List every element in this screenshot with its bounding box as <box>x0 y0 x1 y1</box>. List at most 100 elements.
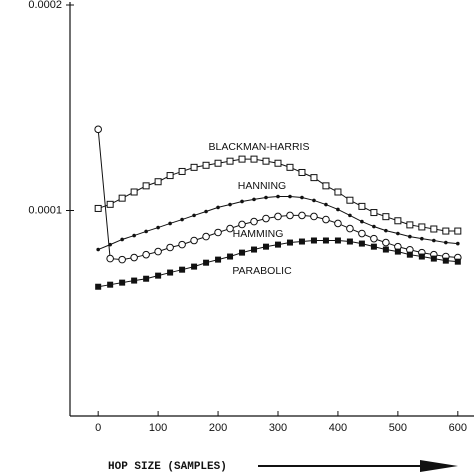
x-tick-label: 100 <box>149 422 167 434</box>
x-tick-label: 400 <box>329 422 347 434</box>
marker <box>432 238 436 243</box>
marker <box>131 277 138 284</box>
marker <box>370 243 377 250</box>
marker <box>190 163 198 171</box>
marker <box>312 198 316 203</box>
series-label: HAMMING <box>233 228 284 240</box>
marker <box>168 221 172 226</box>
marker <box>191 263 198 270</box>
x-axis-label: HOP SIZE (SAMPLES) <box>108 461 227 473</box>
marker <box>263 243 270 250</box>
marker <box>204 209 208 214</box>
marker <box>226 157 234 165</box>
marker <box>456 241 460 246</box>
marker <box>406 221 414 229</box>
marker <box>384 228 388 233</box>
marker <box>382 238 390 247</box>
marker <box>143 275 150 282</box>
marker <box>418 253 425 260</box>
marker <box>167 269 174 276</box>
marker <box>298 238 305 245</box>
marker <box>94 204 102 212</box>
series-label: BLACKMAN-HARRIS <box>209 141 310 153</box>
marker <box>132 233 136 238</box>
marker <box>227 253 234 260</box>
marker <box>154 178 162 186</box>
marker <box>166 172 174 180</box>
marker <box>216 205 220 210</box>
x-tick-label: 600 <box>449 422 467 434</box>
marker <box>310 237 317 244</box>
marker <box>336 207 340 212</box>
marker <box>298 168 306 176</box>
marker <box>119 279 126 286</box>
marker <box>106 200 114 208</box>
marker <box>276 194 280 199</box>
axis-arrow-head <box>420 460 458 472</box>
marker <box>107 281 114 288</box>
marker <box>420 236 424 241</box>
marker <box>396 231 400 236</box>
marker <box>178 240 186 249</box>
marker <box>106 254 114 263</box>
x-tick-label: 0 <box>95 422 101 434</box>
marker <box>262 214 270 223</box>
marker <box>358 202 366 210</box>
marker <box>406 251 413 258</box>
marker <box>418 223 426 231</box>
marker <box>120 237 124 242</box>
marker <box>454 258 461 265</box>
marker <box>238 155 246 163</box>
marker <box>372 224 376 229</box>
marker <box>346 196 354 204</box>
marker <box>180 217 184 222</box>
marker <box>274 212 282 221</box>
marker <box>264 195 268 200</box>
marker <box>430 255 437 262</box>
marker <box>240 199 244 204</box>
marker <box>94 125 102 134</box>
x-tick-label: 200 <box>209 422 227 434</box>
marker <box>286 211 294 220</box>
marker <box>155 272 162 279</box>
marker <box>322 215 330 224</box>
marker <box>358 229 366 238</box>
marker <box>252 197 256 202</box>
marker <box>310 212 318 221</box>
marker <box>300 195 304 200</box>
marker <box>214 159 222 167</box>
y-tick-label: 0.0001 <box>28 204 62 216</box>
marker <box>334 188 342 196</box>
series-label: HANNING <box>238 180 286 192</box>
marker <box>298 211 306 220</box>
marker <box>179 266 186 273</box>
marker <box>444 240 448 245</box>
marker <box>95 283 102 290</box>
marker <box>251 246 258 253</box>
marker <box>360 219 364 224</box>
marker <box>334 237 341 244</box>
marker <box>250 155 258 163</box>
marker <box>166 243 174 252</box>
marker <box>348 213 352 218</box>
marker <box>118 255 126 264</box>
marker <box>239 249 246 256</box>
marker <box>346 238 353 245</box>
marker <box>144 229 148 234</box>
marker <box>310 174 318 182</box>
marker <box>214 228 222 237</box>
marker <box>274 159 282 167</box>
marker <box>454 227 462 235</box>
marker <box>238 220 246 229</box>
marker <box>250 217 258 226</box>
marker <box>346 224 354 233</box>
x-tick-label: 300 <box>269 422 287 434</box>
marker <box>442 227 450 235</box>
marker <box>394 217 402 225</box>
marker <box>382 213 390 221</box>
marker <box>130 253 138 262</box>
marker <box>358 240 365 247</box>
marker <box>394 248 401 255</box>
marker <box>190 236 198 245</box>
